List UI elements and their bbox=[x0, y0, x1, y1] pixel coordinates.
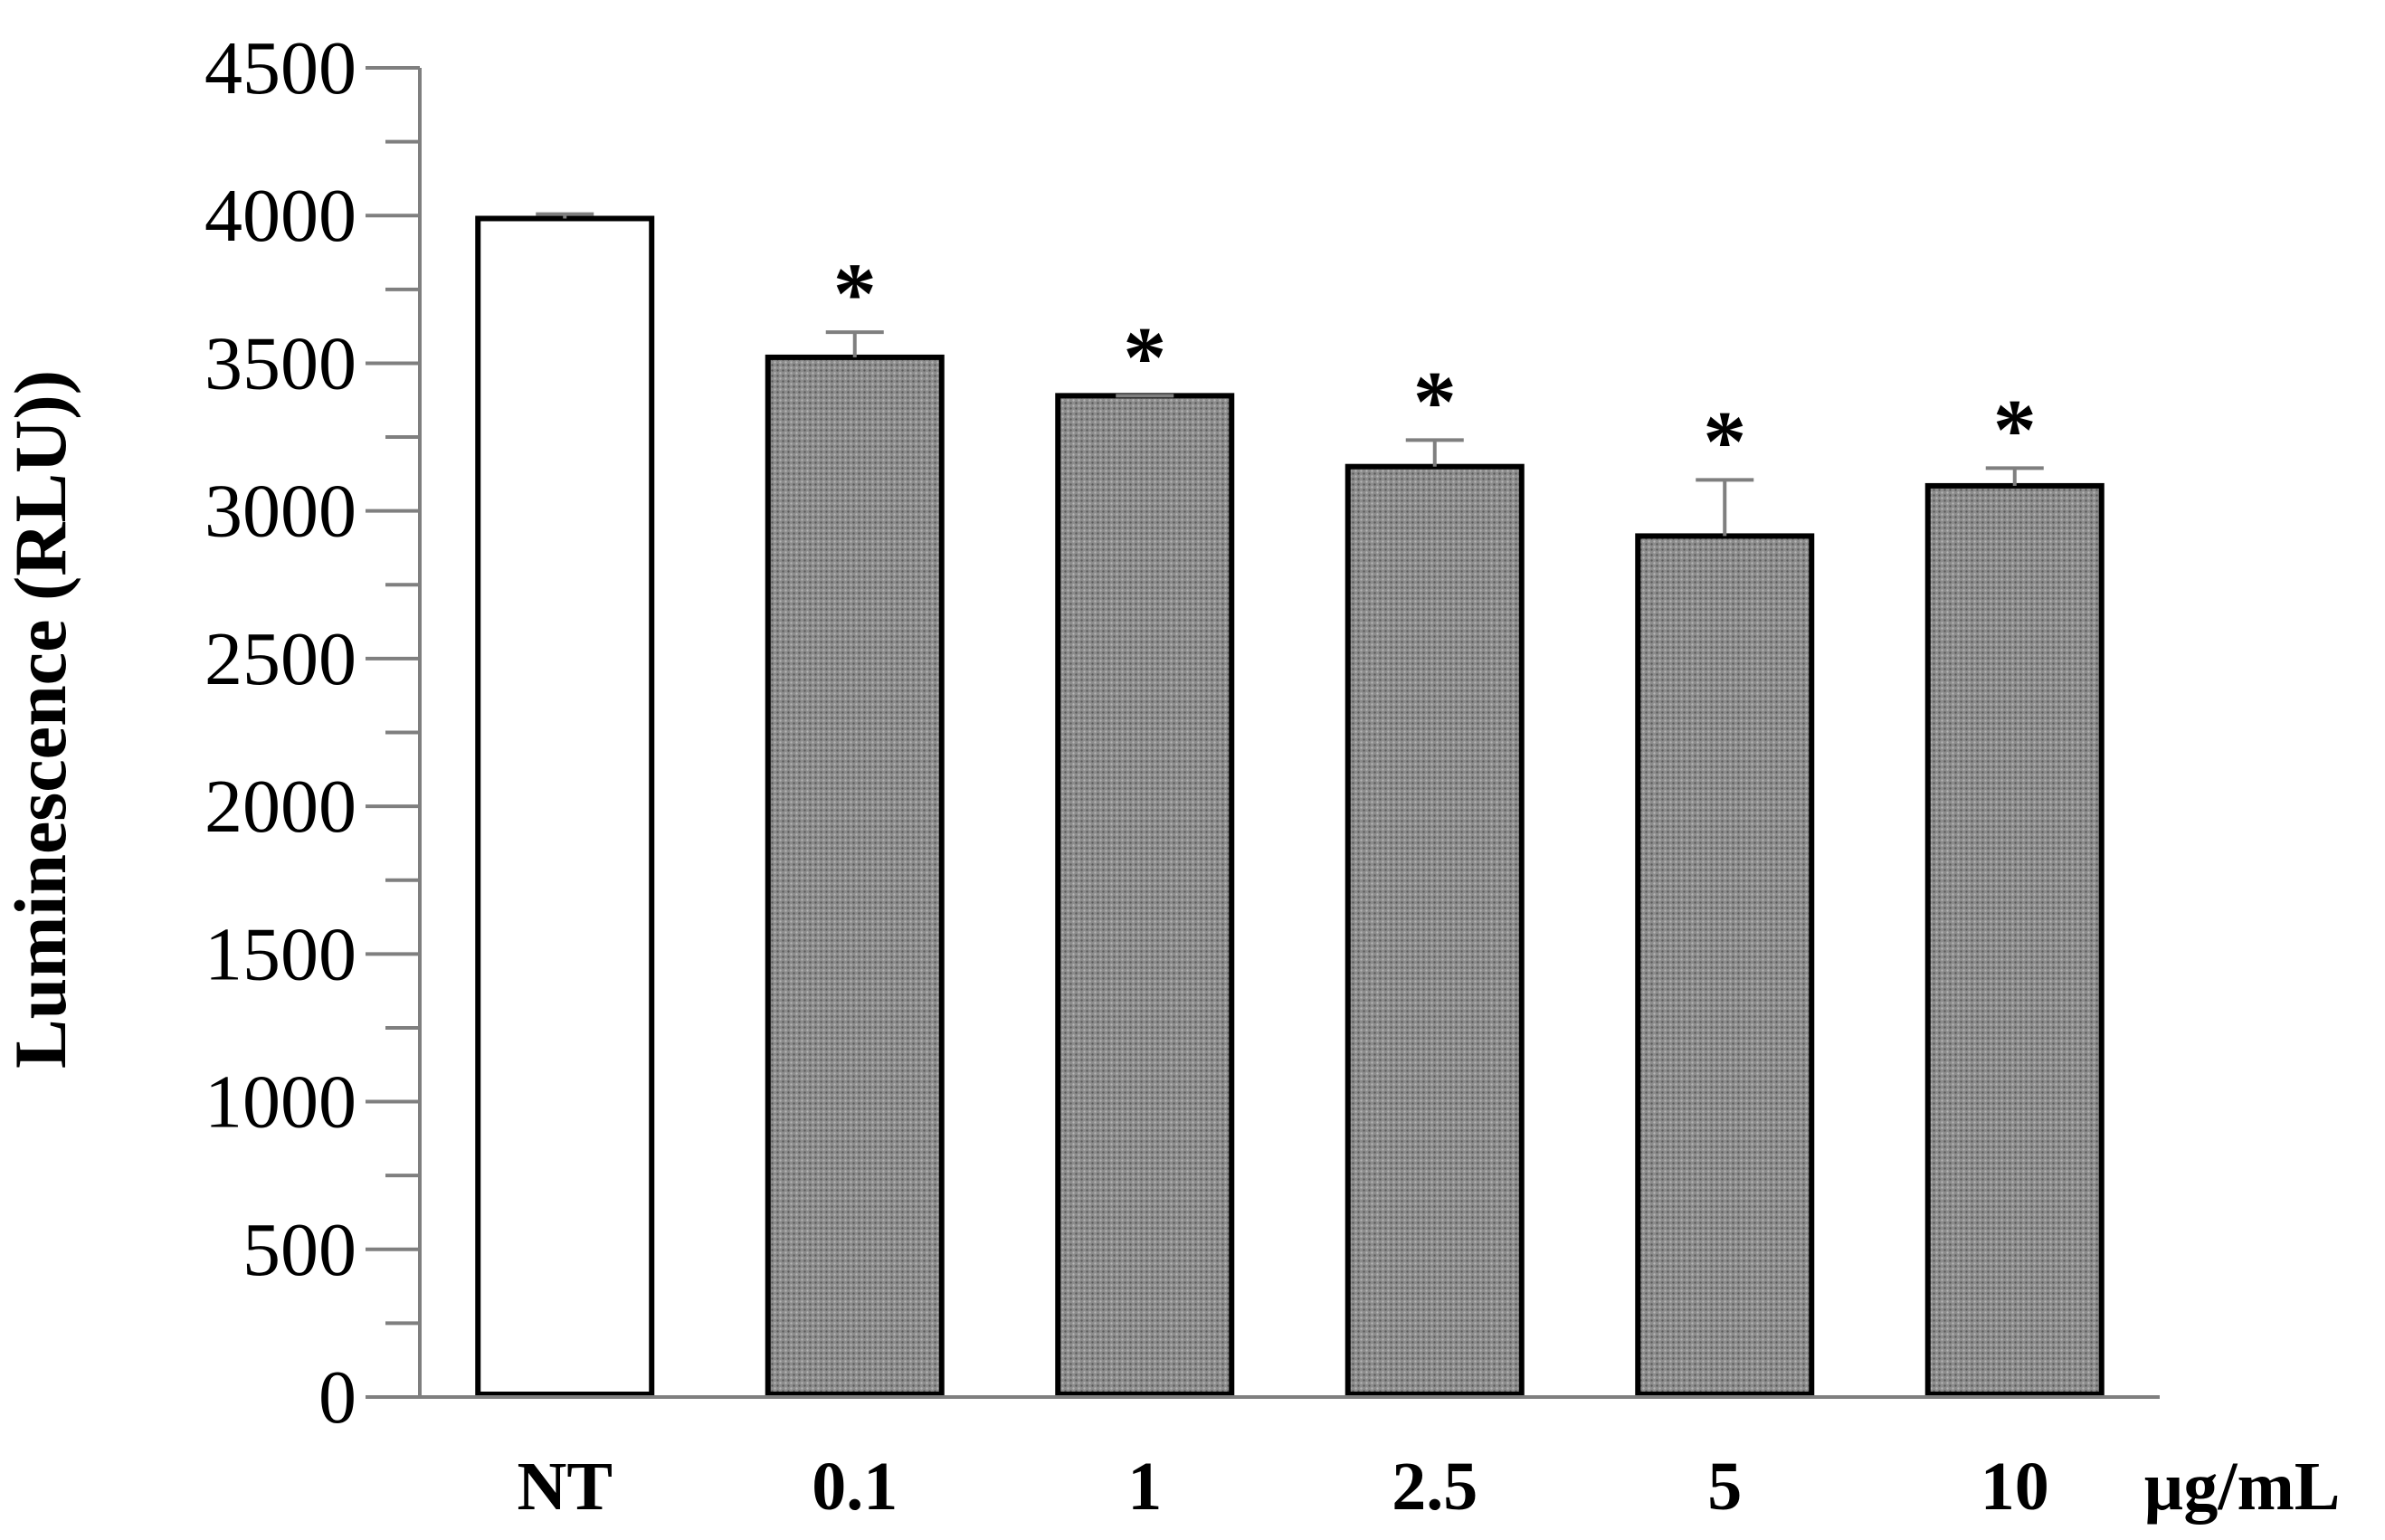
significance-marker-5: * bbox=[1703, 393, 1746, 490]
bar-0.1 bbox=[765, 354, 945, 1398]
significance-markers: * * * * * bbox=[833, 245, 2037, 490]
y-tick-label: 4500 bbox=[204, 26, 356, 110]
significance-marker-10: * bbox=[1993, 381, 2037, 478]
x-axis: NT 0.1 1 2.5 5 10 bbox=[366, 1395, 2160, 1525]
y-axis: 0 500 1000 1500 2000 2500 3000 3500 4000 4500 bbox=[204, 26, 422, 1440]
y-axis-title: Luminescence (RLU)) bbox=[0, 370, 81, 1069]
significance-marker-1: * bbox=[1123, 309, 1166, 405]
error-bars bbox=[536, 212, 2044, 537]
significance-marker-2.5: * bbox=[1413, 353, 1457, 450]
y-tick-label: 4000 bbox=[204, 174, 356, 258]
bar-10 bbox=[1924, 482, 2105, 1397]
x-tick-label-5: 5 bbox=[1707, 1449, 1742, 1525]
y-tick-label: 3500 bbox=[204, 321, 356, 405]
y-tick-label: 1500 bbox=[204, 912, 356, 996]
bar-5 bbox=[1635, 533, 1815, 1397]
bar-2.5 bbox=[1345, 463, 1525, 1398]
y-tick-label: 500 bbox=[242, 1208, 356, 1292]
x-tick-label-2.5: 2.5 bbox=[1392, 1449, 1478, 1525]
y-tick-label: 2000 bbox=[204, 765, 356, 849]
x-tick-label-NT: NT bbox=[517, 1449, 613, 1525]
bars bbox=[475, 215, 2105, 1398]
bar-1 bbox=[1055, 393, 1235, 1397]
significance-marker-0.1: * bbox=[833, 245, 877, 342]
y-tick-label: 0 bbox=[318, 1355, 356, 1440]
y-tick-label: 1000 bbox=[204, 1060, 356, 1145]
x-tick-label-1: 1 bbox=[1127, 1449, 1162, 1525]
y-tick-label: 3000 bbox=[204, 470, 356, 554]
y-tick-label: 2500 bbox=[204, 617, 356, 701]
x-tick-label-10: 10 bbox=[1981, 1449, 2049, 1525]
x-tick-label-0.1: 0.1 bbox=[812, 1449, 898, 1525]
x-axis-unit: µg/mL bbox=[2144, 1449, 2341, 1525]
bar-NT bbox=[475, 215, 655, 1397]
